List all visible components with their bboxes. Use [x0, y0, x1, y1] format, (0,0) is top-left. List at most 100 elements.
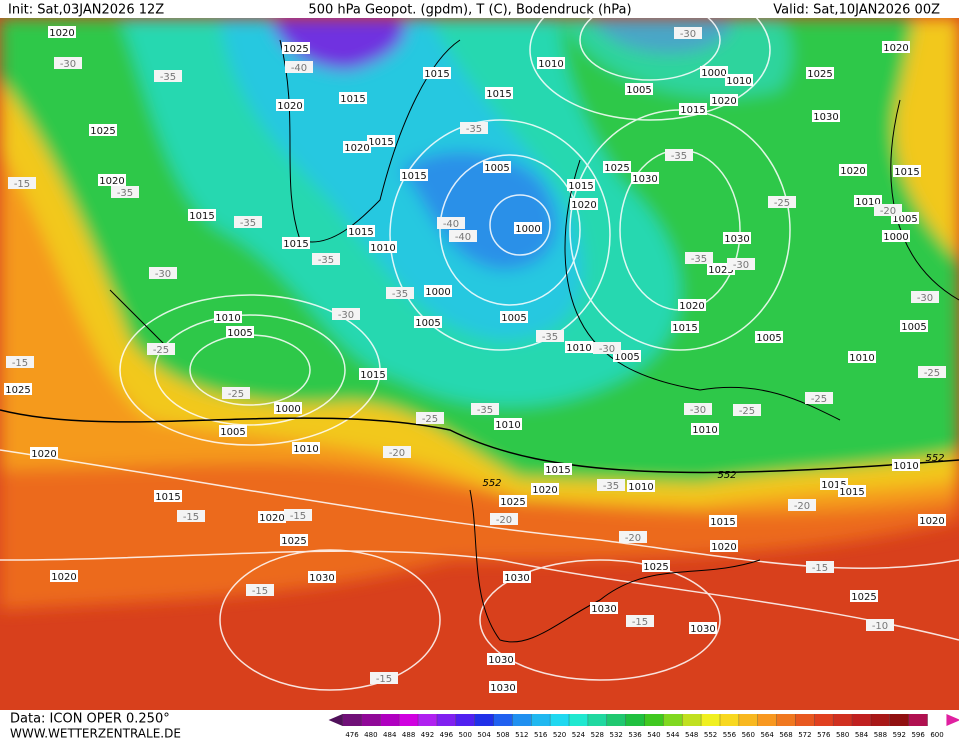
pressure-label-box — [339, 92, 367, 104]
temperature-label-box — [460, 122, 488, 134]
pressure-label-box — [154, 490, 182, 502]
temperature-label: -25 — [422, 414, 438, 425]
temperature-label: -35 — [240, 218, 256, 229]
pressure-label-box — [570, 198, 598, 210]
colorbar-label: 584 — [855, 731, 869, 739]
temperature-label: -20 — [496, 515, 512, 526]
temperature-label-box — [490, 513, 518, 525]
temperature-label: -30 — [917, 293, 933, 304]
pressure-label: 1010 — [566, 343, 591, 354]
pressure-label: 1005 — [227, 328, 252, 339]
temperature-label-box — [536, 330, 564, 342]
pressure-label-box — [544, 463, 572, 475]
contour-label: 552 — [717, 470, 736, 481]
pressure-label: 1010 — [628, 482, 653, 493]
temperature-label: -35 — [466, 124, 482, 135]
temperature-label-box — [383, 446, 411, 458]
pressure-label: 1025 — [807, 69, 832, 80]
pressure-label-box — [812, 110, 840, 122]
pressure-label-box — [276, 99, 304, 111]
colorbar-label: 572 — [798, 731, 811, 739]
temperature-label: -25 — [739, 406, 755, 417]
contour-label: 552 — [482, 478, 501, 489]
pressure-label: 1015 — [424, 69, 449, 80]
pressure-label-box — [893, 165, 921, 177]
temperature-label-box — [911, 291, 939, 303]
pressure-label: 1020 — [51, 572, 76, 583]
temperature-label-box — [733, 404, 761, 416]
temperature-label: -10 — [872, 621, 888, 632]
temperature-label-box — [386, 287, 414, 299]
temperature-label: -25 — [228, 389, 244, 400]
colorbar-cell — [474, 714, 494, 726]
temperature-label: -15 — [376, 674, 392, 685]
pressure-label: 1015 — [672, 323, 697, 334]
pressure-label: 1020 — [259, 513, 284, 524]
pressure-label-box — [489, 681, 517, 693]
pressure-label-box — [537, 57, 565, 69]
temperature-label: -25 — [774, 198, 790, 209]
colorbar: 476 480 484 488 492 496 500 504 508 512 516 520 524 5… — [328, 714, 959, 739]
pressure-label: 1030 — [488, 655, 513, 666]
colorbar-label: 504 — [477, 731, 491, 739]
data-source: Data: ICON OPER 0.250° — [10, 712, 170, 727]
colorbar-label: 516 — [534, 731, 548, 739]
pressure-label-box — [848, 351, 876, 363]
pressure-label-box — [590, 602, 618, 614]
pressure-label: 1005 — [220, 427, 245, 438]
pressure-label-box — [918, 514, 946, 526]
colorbar-cell — [644, 714, 664, 726]
colorbar-label: 600 — [930, 731, 943, 739]
pressure-label: 1020 — [883, 43, 908, 54]
pressure-label-box — [691, 423, 719, 435]
pressure-label-box — [603, 161, 631, 173]
colorbar-cell — [606, 714, 626, 726]
pressure-label-box — [709, 515, 737, 527]
pressure-label-box — [226, 326, 254, 338]
temperature-label-box — [111, 186, 139, 198]
valid-label: Valid: Sat,10JAN2026 00Z — [773, 3, 940, 18]
pressure-label-box — [258, 511, 286, 523]
temperature-label-box — [285, 61, 313, 73]
temperature-label: -15 — [12, 358, 28, 369]
colorbar-cell — [418, 714, 437, 726]
pressure-label-box — [514, 222, 542, 234]
temperature-label-box — [597, 479, 625, 491]
pressure-label: 1005 — [626, 85, 651, 96]
pressure-label-box — [882, 230, 910, 242]
pressure-label: 1010 — [849, 353, 874, 364]
pressure-label-box — [882, 41, 910, 53]
temperature-label: -15 — [290, 511, 306, 522]
pressure-label: 1010 — [893, 461, 918, 472]
colorbar-label: 528 — [591, 731, 604, 739]
pressure-label-box — [567, 179, 595, 191]
temperature-label: -35 — [392, 289, 408, 300]
pressure-label-box — [494, 418, 522, 430]
temperature-label: -30 — [338, 310, 354, 321]
init-label: Init: Sat,03JAN2026 12Z — [8, 3, 164, 18]
pressure-label: 1005 — [501, 313, 526, 324]
colorbar-cell — [852, 714, 871, 726]
pressure-label-box — [700, 66, 728, 78]
pressure-label: 1030 — [490, 683, 515, 694]
pressure-label-box — [400, 169, 428, 181]
pressure-label-box — [627, 480, 655, 492]
pressure-label: 1015 — [821, 480, 846, 491]
temperature-label: -20 — [625, 533, 641, 544]
colorbar-cell — [719, 714, 739, 726]
pressure-label-box — [369, 241, 397, 253]
temperature-label-box — [437, 217, 465, 229]
colorbar-label: 500 — [459, 731, 472, 739]
pressure-label: 1010 — [692, 425, 717, 436]
pressure-label-box — [679, 103, 707, 115]
colorbar-cell — [738, 714, 758, 726]
colorbar-label: 536 — [628, 731, 642, 739]
pressure-label: 1025 — [90, 126, 115, 137]
colorbar-cell — [455, 714, 475, 726]
pressure-label-box — [487, 653, 515, 665]
colorbar-label: 492 — [421, 731, 434, 739]
colorbar-cell — [399, 714, 419, 726]
colorbar-label: 564 — [760, 731, 774, 739]
temperature-label: -35 — [691, 254, 707, 265]
